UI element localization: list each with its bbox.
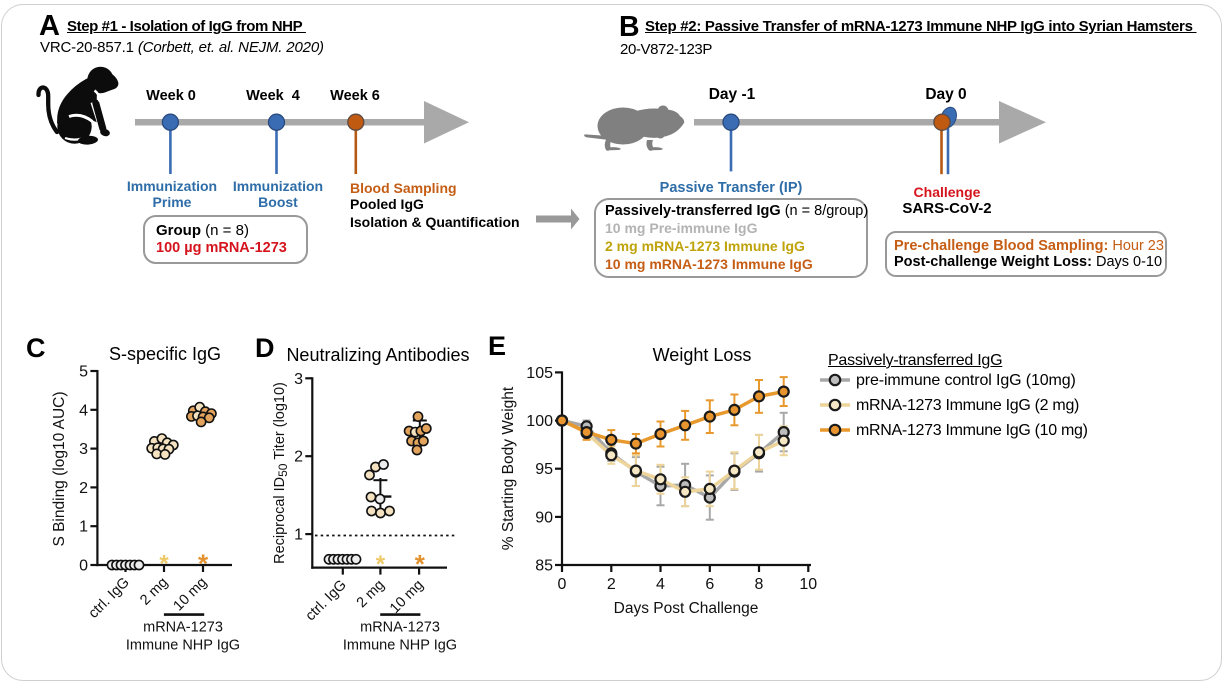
svg-text:10 mg: 10 mg <box>387 577 427 617</box>
svg-text:0: 0 <box>558 576 567 593</box>
svg-text:S Binding (log10 AUC): S Binding (log10 AUC) <box>51 391 68 546</box>
svg-text:90: 90 <box>535 509 553 526</box>
svg-text:3: 3 <box>79 441 88 458</box>
svg-text:8: 8 <box>755 576 764 593</box>
svg-text:*: * <box>376 551 386 578</box>
svg-text:ctrl. IgG: ctrl. IgG <box>86 575 133 622</box>
svg-text:*: * <box>159 551 169 578</box>
svg-text:6: 6 <box>705 576 714 593</box>
svg-text:2: 2 <box>79 480 88 497</box>
svg-text:ctrl. IgG: ctrl. IgG <box>303 577 350 624</box>
svg-text:Immune NHP IgG: Immune NHP IgG <box>343 638 457 654</box>
svg-text:2: 2 <box>607 576 616 593</box>
svg-text:1: 1 <box>79 519 88 536</box>
svg-text:5: 5 <box>79 364 88 381</box>
svg-text:85: 85 <box>535 558 553 575</box>
svg-text:2 mg: 2 mg <box>137 575 171 609</box>
svg-text:3: 3 <box>294 371 303 388</box>
svg-text:4: 4 <box>656 576 665 593</box>
svg-text:100: 100 <box>526 413 553 430</box>
svg-text:Days Post Challenge: Days Post Challenge <box>614 600 759 617</box>
svg-text:Immune NHP IgG: Immune NHP IgG <box>126 638 240 654</box>
svg-text:*: * <box>198 549 209 579</box>
svg-text:mRNA-1273: mRNA-1273 <box>143 620 223 636</box>
svg-text:10: 10 <box>799 576 817 593</box>
svg-text:105: 105 <box>526 365 553 382</box>
svg-text:2: 2 <box>294 449 303 466</box>
svg-text:10 mg: 10 mg <box>171 575 211 615</box>
svg-text:Reciprocal ID50 Titer (log10): Reciprocal ID50 Titer (log10) <box>272 382 290 564</box>
svg-text:1: 1 <box>294 527 303 544</box>
svg-text:mRNA-1273: mRNA-1273 <box>360 620 440 636</box>
svg-text:2 mg: 2 mg <box>354 577 388 611</box>
svg-text:4: 4 <box>79 402 88 419</box>
svg-text:95: 95 <box>535 461 553 478</box>
svg-text:0: 0 <box>79 558 88 575</box>
svg-text:% Starting Body Weight: % Starting Body Weight <box>500 386 517 550</box>
svg-text:*: * <box>415 549 426 579</box>
